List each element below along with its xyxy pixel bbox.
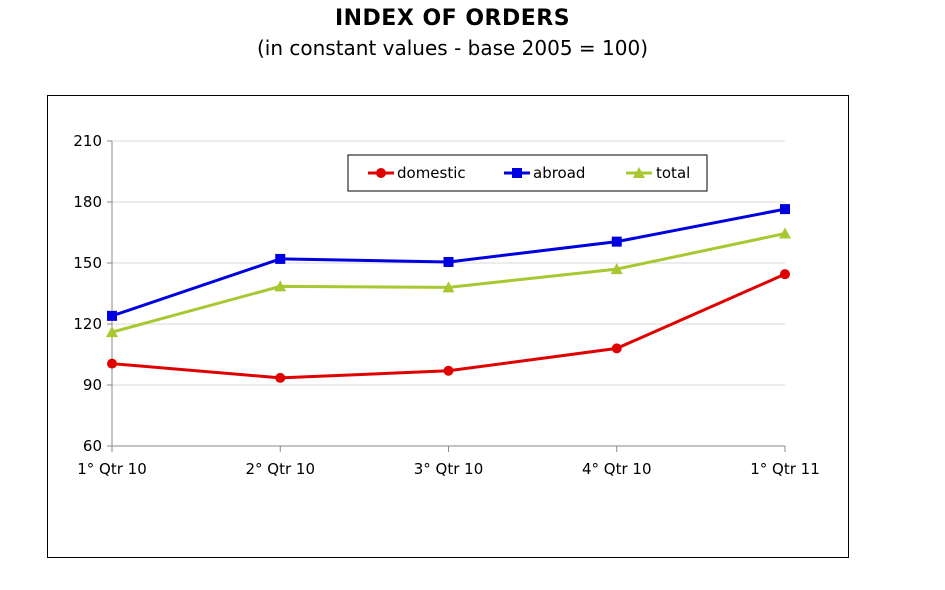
series-total: [106, 227, 791, 338]
data-point-total: [779, 227, 791, 239]
y-tick-label: 150: [73, 254, 102, 272]
data-point-domestic: [107, 358, 117, 369]
data-point-total: [610, 263, 623, 275]
x-tick-label: 4° Qtr 10: [582, 460, 652, 478]
chart-frame: [47, 95, 849, 558]
x-tick-label: 2° Qtr 10: [245, 460, 315, 478]
y-tick-label: 210: [73, 132, 102, 150]
legend-label-domestic: domestic: [397, 164, 466, 182]
data-point-domestic: [443, 365, 454, 376]
data-point-abroad: [780, 204, 790, 215]
x-tick-label: 1° Qtr 10: [77, 460, 147, 478]
series-domestic: [107, 269, 790, 383]
data-point-abroad: [611, 236, 622, 247]
chart-title: INDEX OF ORDERS: [334, 6, 571, 31]
legend-marker-abroad: [512, 168, 522, 178]
y-tick-label: 180: [73, 193, 102, 211]
data-point-domestic: [780, 269, 790, 280]
data-point-total: [274, 280, 287, 292]
data-point-abroad: [275, 253, 286, 264]
legend-label-total: total: [656, 164, 690, 182]
data-point-total: [106, 326, 118, 338]
data-point-abroad: [443, 256, 454, 267]
data-point-domestic: [275, 372, 286, 383]
legend: domestic abroad total: [347, 154, 708, 192]
series-abroad: [107, 204, 790, 321]
chart-subtitle: (in constant values - base 2005 = 100): [256, 36, 649, 60]
x-tick-label: 1° Qtr 11: [750, 460, 820, 478]
y-tick-label: 120: [73, 315, 102, 333]
legend-label-abroad: abroad: [533, 164, 585, 182]
y-tick-label: 90: [83, 376, 102, 394]
legend-marker-domestic: [376, 168, 386, 178]
x-tick-label: 3° Qtr 10: [414, 460, 484, 478]
data-point-abroad: [107, 310, 117, 321]
y-tick-label: 60: [83, 437, 102, 455]
legend-marker-total: [633, 167, 645, 178]
data-point-domestic: [611, 343, 622, 354]
data-point-total: [442, 281, 455, 293]
